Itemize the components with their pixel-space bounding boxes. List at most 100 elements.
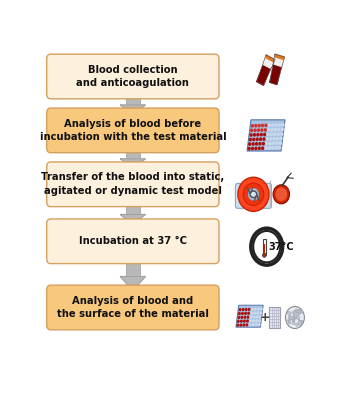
Text: Blood collection
and anticoagulation: Blood collection and anticoagulation: [76, 65, 189, 88]
Circle shape: [237, 320, 239, 322]
Circle shape: [264, 133, 266, 136]
Polygon shape: [274, 57, 283, 66]
Circle shape: [251, 148, 253, 150]
Text: 37°C: 37°C: [268, 242, 294, 252]
FancyBboxPatch shape: [47, 285, 219, 330]
Circle shape: [255, 124, 257, 127]
Circle shape: [242, 312, 243, 314]
Circle shape: [260, 316, 261, 318]
FancyBboxPatch shape: [47, 219, 219, 264]
FancyBboxPatch shape: [126, 204, 140, 214]
Circle shape: [244, 316, 246, 318]
Ellipse shape: [290, 316, 292, 319]
Circle shape: [255, 143, 258, 145]
Circle shape: [245, 312, 246, 314]
Circle shape: [280, 137, 282, 140]
Ellipse shape: [292, 322, 295, 325]
Circle shape: [261, 129, 263, 131]
Circle shape: [242, 309, 244, 310]
Ellipse shape: [296, 315, 300, 320]
Ellipse shape: [290, 316, 294, 320]
Ellipse shape: [289, 316, 294, 320]
Circle shape: [250, 316, 252, 318]
Text: +: +: [260, 311, 270, 324]
Ellipse shape: [287, 320, 291, 322]
Circle shape: [253, 316, 255, 318]
Polygon shape: [236, 305, 263, 327]
Circle shape: [268, 147, 271, 149]
Circle shape: [249, 138, 251, 141]
Polygon shape: [270, 64, 281, 84]
Circle shape: [277, 133, 279, 135]
Circle shape: [256, 320, 258, 322]
Polygon shape: [264, 58, 273, 68]
Circle shape: [253, 138, 255, 140]
Ellipse shape: [287, 312, 291, 314]
Circle shape: [268, 124, 271, 126]
Circle shape: [272, 147, 274, 149]
Circle shape: [248, 148, 250, 150]
Ellipse shape: [294, 312, 299, 315]
Circle shape: [254, 308, 256, 310]
Circle shape: [270, 138, 272, 140]
Ellipse shape: [295, 316, 296, 318]
FancyBboxPatch shape: [47, 162, 219, 207]
Circle shape: [250, 320, 251, 322]
Circle shape: [249, 143, 251, 145]
Circle shape: [250, 134, 252, 136]
Ellipse shape: [299, 310, 301, 312]
Circle shape: [252, 324, 254, 326]
Ellipse shape: [299, 309, 300, 311]
Circle shape: [252, 143, 254, 145]
Circle shape: [275, 187, 287, 201]
Circle shape: [254, 129, 256, 132]
Circle shape: [278, 128, 280, 131]
Circle shape: [258, 124, 260, 127]
Circle shape: [279, 124, 280, 126]
Polygon shape: [120, 159, 145, 167]
Circle shape: [248, 308, 250, 310]
Circle shape: [275, 124, 277, 126]
Circle shape: [251, 125, 253, 127]
Circle shape: [246, 324, 248, 326]
Circle shape: [265, 147, 267, 149]
Circle shape: [255, 147, 257, 150]
Circle shape: [244, 320, 245, 322]
Ellipse shape: [288, 320, 291, 324]
Circle shape: [248, 312, 249, 314]
FancyBboxPatch shape: [126, 261, 140, 276]
Polygon shape: [120, 105, 145, 113]
Circle shape: [279, 146, 281, 149]
Circle shape: [249, 324, 251, 326]
Circle shape: [262, 142, 264, 145]
Bar: [264, 244, 265, 255]
FancyBboxPatch shape: [126, 150, 140, 159]
Ellipse shape: [299, 312, 301, 314]
Ellipse shape: [292, 319, 293, 322]
Circle shape: [268, 129, 270, 131]
Circle shape: [254, 312, 255, 314]
Circle shape: [281, 133, 282, 135]
Circle shape: [272, 124, 274, 126]
FancyBboxPatch shape: [47, 54, 219, 99]
Ellipse shape: [289, 314, 291, 320]
Polygon shape: [275, 54, 285, 59]
Ellipse shape: [293, 316, 295, 321]
Ellipse shape: [300, 310, 303, 314]
Circle shape: [262, 147, 264, 149]
Circle shape: [275, 147, 277, 149]
Circle shape: [277, 138, 279, 140]
Ellipse shape: [288, 322, 290, 324]
Circle shape: [263, 253, 266, 257]
Polygon shape: [266, 55, 275, 62]
Circle shape: [240, 324, 241, 326]
Circle shape: [263, 138, 265, 140]
Text: Analysis of blood and
the surface of the material: Analysis of blood and the surface of the…: [57, 296, 209, 319]
Polygon shape: [247, 120, 285, 151]
Circle shape: [267, 133, 269, 136]
Polygon shape: [120, 214, 145, 224]
Circle shape: [237, 324, 238, 326]
Circle shape: [258, 308, 259, 310]
Circle shape: [281, 128, 283, 130]
Ellipse shape: [293, 310, 295, 316]
